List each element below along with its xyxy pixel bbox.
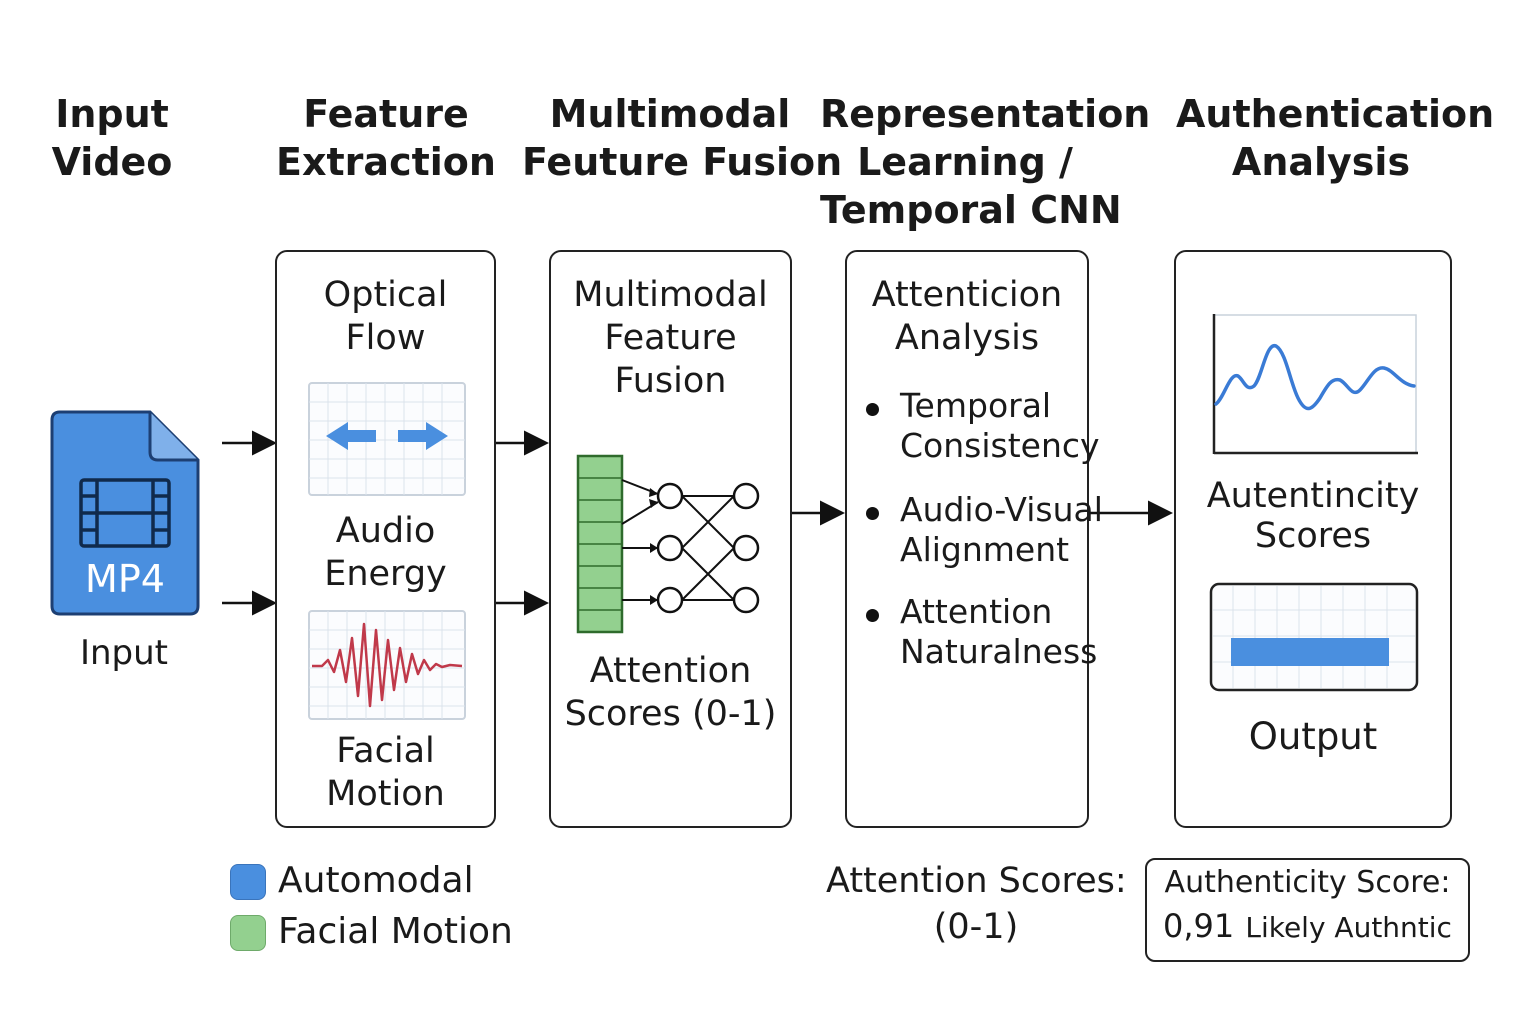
- attention-analysis-box: [845, 250, 1089, 828]
- film-strip-icon: [79, 478, 171, 548]
- legend-label-facial-motion: Facial Motion: [278, 911, 513, 952]
- fusion-caption: Attention Scores (0-1): [564, 651, 777, 734]
- flow-left-arrow-icon: [326, 422, 376, 450]
- output-score-bar: [1231, 638, 1389, 666]
- attention-analysis-title: Attenticion Analysis: [871, 275, 1063, 358]
- stage-title-multimodal-fusion: Multimodal Feuture Fusion: [522, 92, 843, 184]
- authenticity-verdict: Likely Authntic: [1245, 911, 1452, 944]
- authenticity-score-heading: Authenticity Score:: [1164, 865, 1451, 900]
- fusion-network-graphic: [570, 452, 770, 636]
- score-trend-line: [1214, 344, 1416, 411]
- authenticity-score-value-row: 0,91 Likely Authntic: [1145, 910, 1470, 942]
- authenticity-score-value: 0,91: [1163, 907, 1235, 945]
- optical-flow-panel: [308, 382, 466, 496]
- output-label: Output: [1248, 715, 1378, 758]
- feature-vector: [576, 454, 624, 634]
- stage-title-representation: Representation Learning / Temporal CNN: [820, 92, 1151, 232]
- flow-right-arrow-icon: [398, 422, 448, 450]
- bullet-dot: [866, 609, 879, 622]
- fusion-title: Multimodal Feature Fusion: [573, 275, 768, 401]
- feature-extraction-box: [275, 250, 496, 828]
- video-file-icon: MP4: [50, 410, 200, 616]
- stage-title-feature-extraction: Feature Extraction: [276, 92, 496, 184]
- audio-energy-label: Audio Energy: [324, 511, 447, 594]
- bullet-dot: [866, 507, 879, 520]
- file-type-badge: MP4: [85, 557, 165, 601]
- facial-motion-label: Facial Motion: [326, 731, 445, 814]
- legend-swatch-automodal: [230, 864, 266, 900]
- optical-flow-label: Optical Flow: [323, 275, 448, 358]
- authenticity-result-box: [1145, 858, 1470, 962]
- legend-label-automodal: Automodal: [278, 860, 474, 901]
- stage-title-authentication: Authentication Analysis: [1176, 92, 1495, 184]
- audio-waveform-panel: [308, 610, 466, 720]
- input-caption: Input: [79, 633, 169, 673]
- audio-wave-line: [312, 622, 463, 708]
- authenticity-scores-label: Autentincity Scores: [1206, 476, 1420, 556]
- bullet-dot: [866, 403, 879, 416]
- attention-scores-note: Attention Scores: (0-1): [826, 861, 1127, 947]
- legend-swatch-facial-motion: [230, 915, 266, 951]
- stage-title-input: Input Video: [51, 92, 173, 184]
- authenticity-score-chart: [1210, 312, 1420, 456]
- output-bar-panel: [1209, 582, 1419, 692]
